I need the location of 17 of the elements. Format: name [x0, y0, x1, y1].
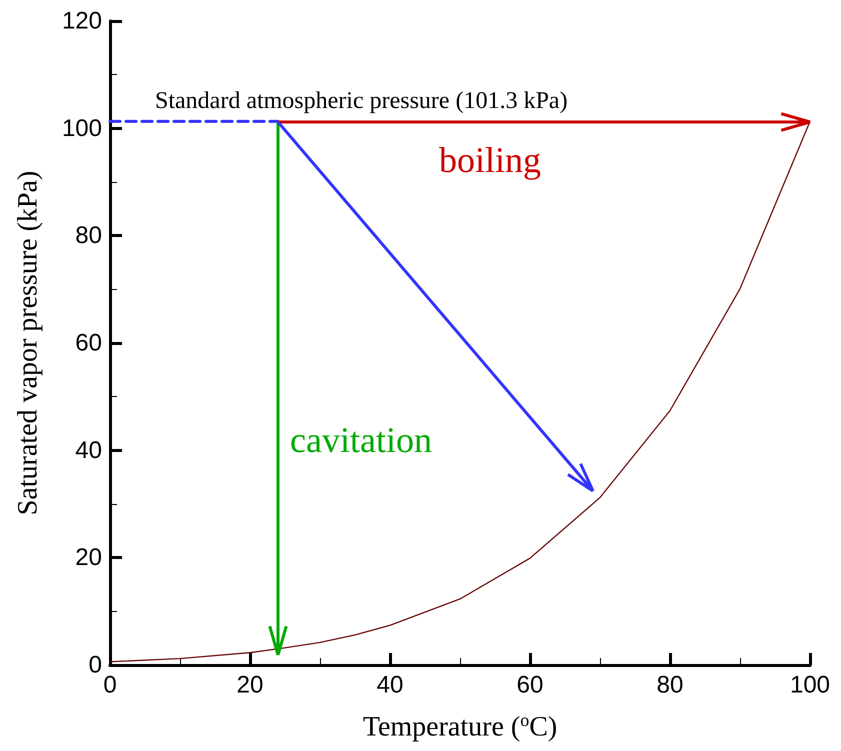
- x-tick-label: 80: [656, 672, 684, 698]
- x-tick-label: 100: [790, 672, 830, 698]
- line-series: [109, 120, 811, 662]
- x-tick-label: 60: [516, 672, 544, 698]
- y-tick-label: 100: [62, 114, 102, 142]
- x-tick-label: 40: [376, 672, 404, 698]
- y-tick-label: 20: [75, 544, 102, 572]
- annotation: Standard atmospheric pressure (101.3 kPa): [155, 88, 568, 114]
- y-tick-label: 120: [62, 8, 102, 34]
- annotation: boiling: [438, 140, 542, 180]
- y-tick-label: 60: [75, 330, 102, 356]
- y-tick-label: 0: [88, 652, 102, 678]
- y-axis-title: Saturated vapor pressure (kPa): [12, 170, 44, 516]
- y-tick-label: 40: [75, 436, 102, 464]
- x-tick-label: 20: [236, 672, 264, 698]
- y-tick-label: 80: [75, 222, 102, 250]
- annotation: cavitation: [290, 420, 432, 460]
